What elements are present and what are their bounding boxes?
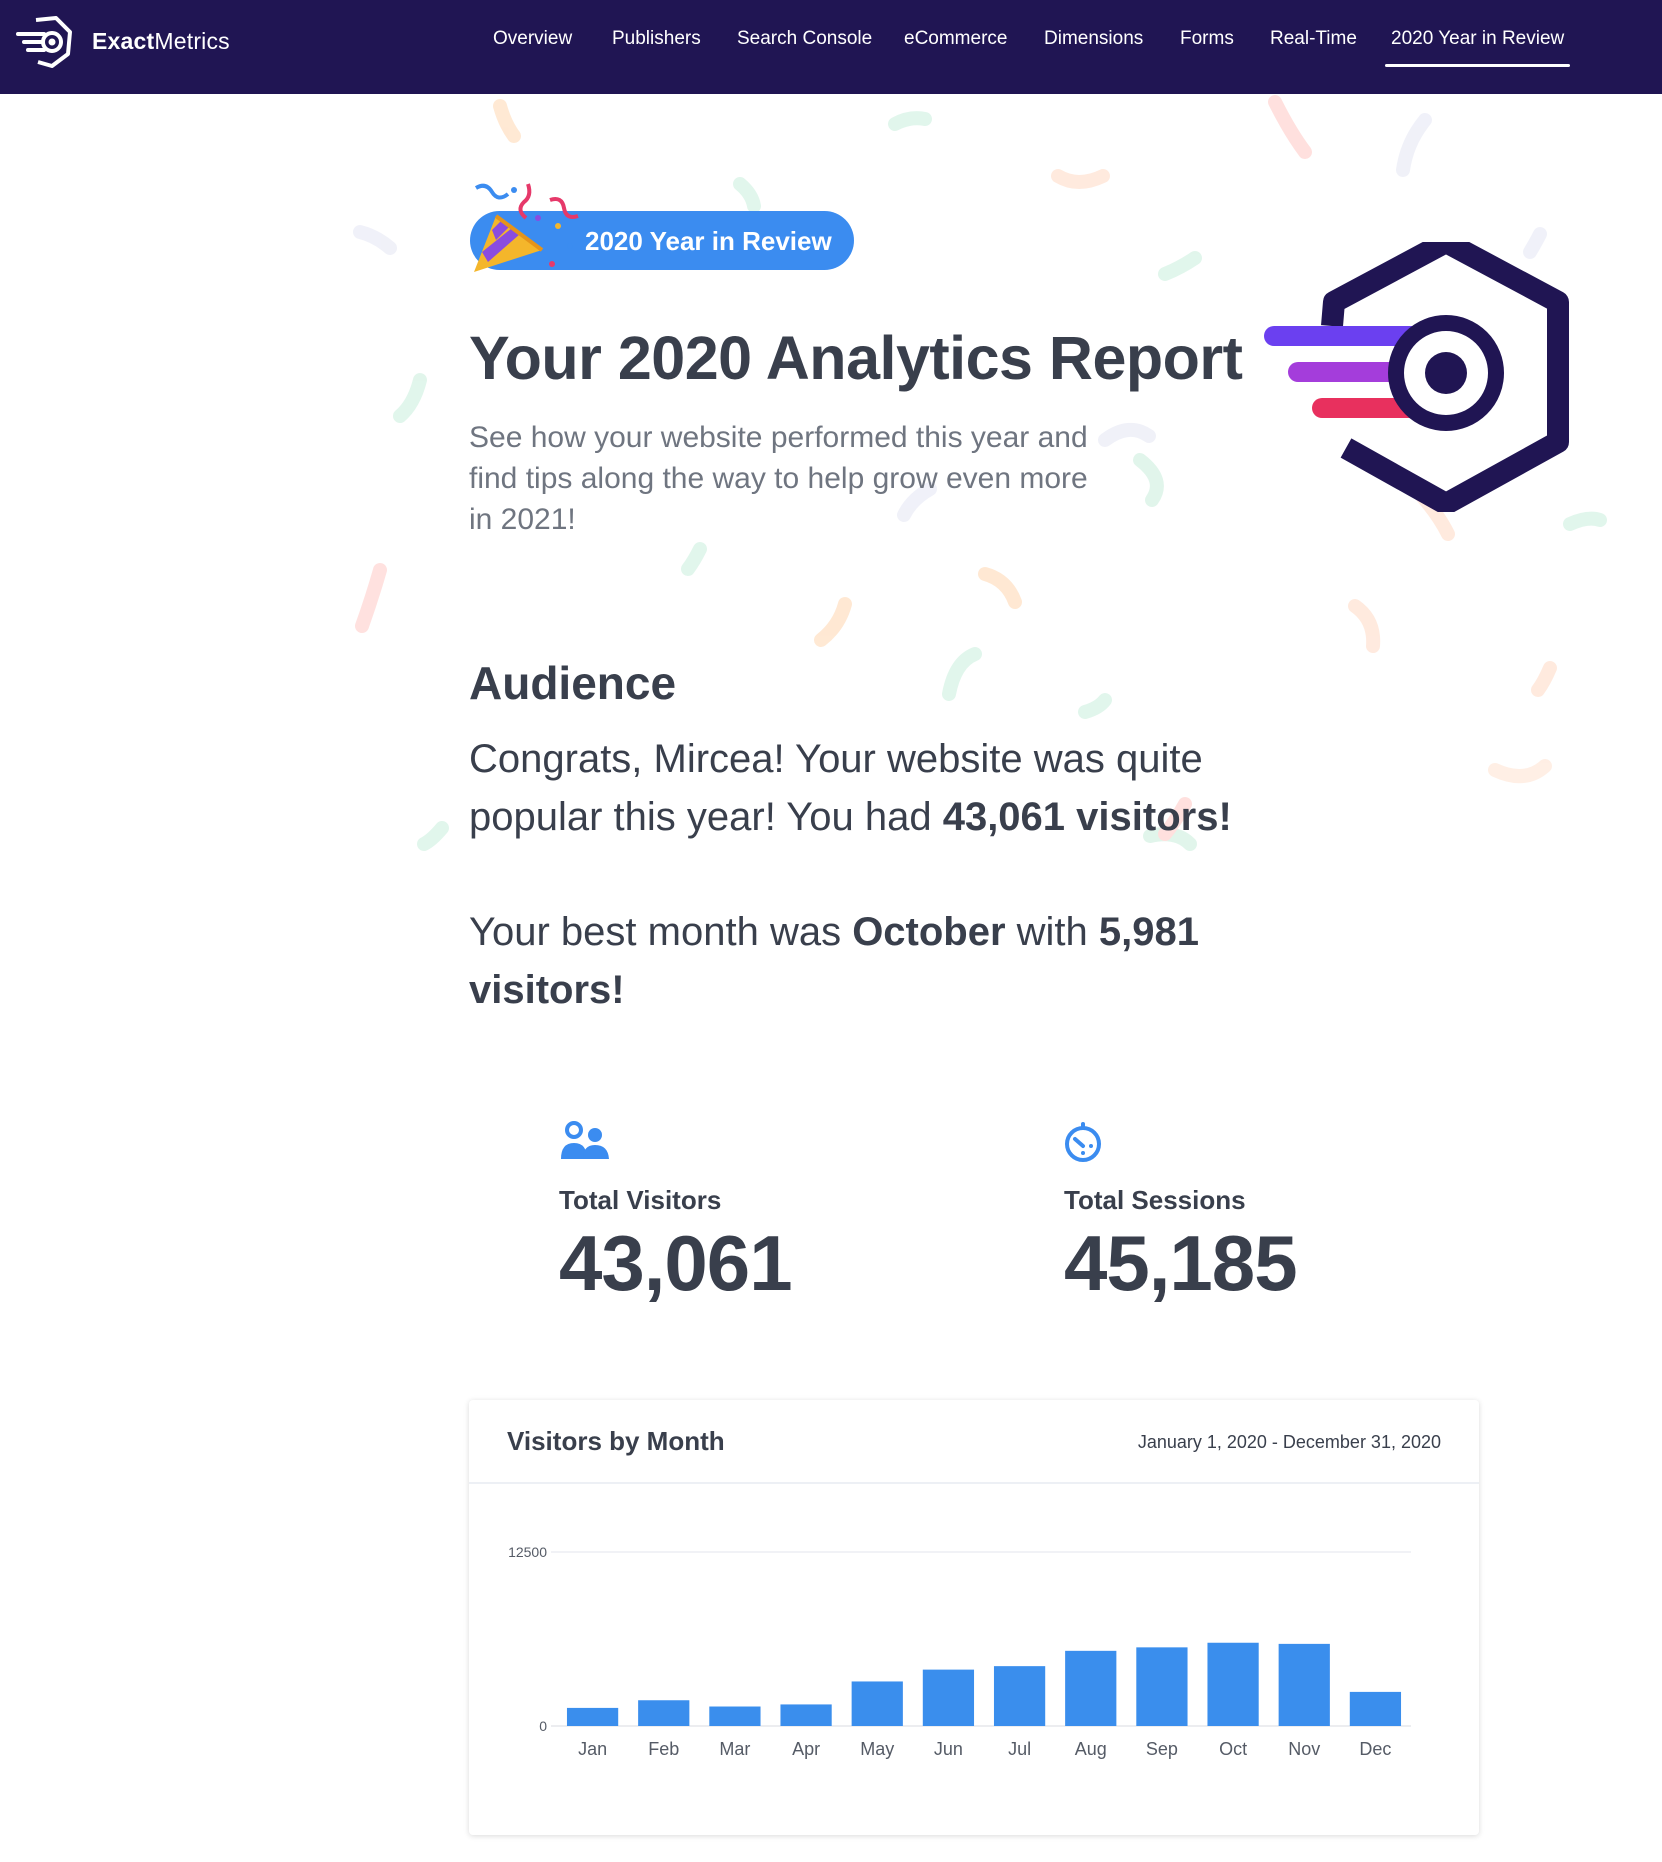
card-title: Visitors by Month [507,1426,725,1456]
card-date-range: January 1, 2020 - December 31, 2020 [1137,1432,1441,1452]
nav-real-time[interactable]: Real-Time [1270,28,1357,49]
x-tick-label: Aug [1075,1739,1107,1759]
brand-logo[interactable]: ExactMetrics [14,14,230,68]
x-tick-label: Jun [934,1739,963,1759]
audience-congrats-text: Congrats, Mircea! Your website was quite… [469,737,1232,839]
nav-year-in-review[interactable]: 2020 Year in Review [1384,28,1571,67]
year-in-review-badge: 2020 Year in Review [470,211,854,270]
nav-search-console[interactable]: Search Console [737,28,873,49]
visitors-bar-chart: 0 12500 Jan Feb Mar Apr May Jun Jul Aug Sep Oct Nov D… [508,1544,1411,1759]
bar-may [851,1681,903,1726]
bar-oct [1207,1642,1259,1726]
audience-best-month-text: Your best month was October with 5,981 v… [469,910,1200,1012]
x-tick-label: Oct [1219,1739,1247,1759]
x-tick-label: Jul [1008,1739,1031,1759]
x-tick-label: Dec [1359,1739,1391,1759]
x-tick-label: Jan [578,1739,607,1759]
stat-sessions-label: Total Sessions [1064,1185,1246,1215]
nav-overview[interactable]: Overview [493,28,573,49]
stat-total-sessions: Total Sessions 45,185 [1064,1121,1424,1309]
bar-sep [1136,1647,1188,1726]
x-tick-label: May [860,1739,894,1759]
page-title: Your 2020 Analytics Report [469,324,1243,392]
best-month-visitors-highlight: 5,981 visitors! [469,910,1200,1012]
brand-name: ExactMetrics [92,27,230,54]
stat-visitors-value: 43,061 [559,1219,793,1307]
x-tick-label: Nov [1288,1739,1320,1759]
nav-forms[interactable]: Forms [1180,28,1234,49]
bar-aug [1065,1650,1117,1726]
timer-icon [1065,1122,1101,1162]
page-subtitle: See how your website performed this year… [469,421,1088,536]
bar-mar [709,1706,761,1726]
bar-apr [780,1704,832,1726]
visitors-by-month-card: Visitors by Month January 1, 2020 - Dece… [469,1400,1479,1835]
nav-dimensions[interactable]: Dimensions [1044,28,1144,49]
bar-jul [993,1666,1046,1726]
y-tick-label: 12500 [508,1544,547,1560]
stat-total-visitors: Total Visitors 43,061 [559,1121,919,1309]
stat-sessions-value: 45,185 [1064,1219,1298,1307]
bar-jan [566,1707,619,1726]
nav-ecommerce[interactable]: eCommerce [904,28,1008,49]
bar-feb [638,1700,690,1726]
x-tick-label: Feb [648,1739,679,1759]
best-month-highlight: October [852,910,1006,954]
badge-label: 2020 Year in Review [585,226,832,256]
nav-publishers[interactable]: Publishers [612,28,701,49]
party-popper-icon [474,183,579,272]
card-header: Visitors by Month January 1, 2020 - Dece… [469,1400,1479,1484]
users-icon [561,1121,609,1159]
bar-dec [1349,1691,1402,1726]
top-navbar: ExactMetrics Overview Publishers Search … [0,0,1662,94]
exactmetrics-logo-icon [16,16,72,68]
x-tick-label: Mar [719,1739,750,1759]
visitors-highlight: 43,061 visitors! [942,795,1232,839]
y-tick-label: 0 [539,1718,547,1734]
exactmetrics-hero-logo-icon [1264,242,1569,512]
x-tick-label: Sep [1146,1739,1178,1759]
x-tick-label: Apr [792,1739,820,1759]
bar-jun [922,1669,975,1726]
bar-nov [1278,1643,1330,1726]
audience-heading: Audience [469,657,677,709]
stat-visitors-label: Total Visitors [559,1185,722,1215]
